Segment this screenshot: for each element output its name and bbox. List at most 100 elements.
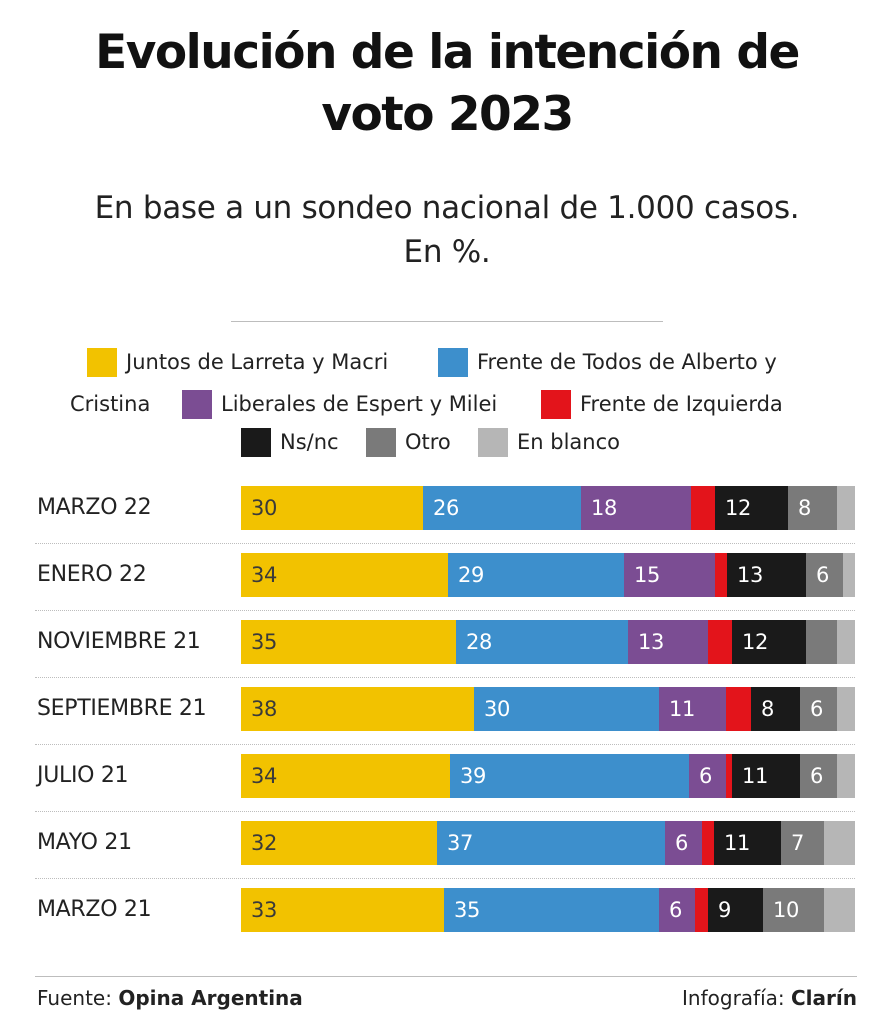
bar-segment-juntos-de-larreta-y-macri [241,754,450,798]
row-separator [35,677,855,678]
stacked-bar-chart: MARZO 22 30 26 18 12 8 ENERO 22 34 29 15 13 6 NOVIEM… [0,470,894,950]
bar-segment-en-blanco [843,553,855,597]
bar-segment-liberales-de-espert-y-milei [659,687,726,731]
infographic-credit: Infografía: Clarín [682,986,857,1010]
category-label: MAYO 21 [37,830,132,855]
bar-segment-en-blanco [837,620,855,664]
bar-segment-frente-de-todos-de-alberto-y-cristina [450,754,689,798]
bar-segment-ns-nc [708,888,763,932]
stacked-bar: 30 26 18 12 8 [241,486,855,530]
data-label: 35 [251,630,278,654]
bar-row-marzo-22: MARZO 22 30 26 18 12 8 [0,470,894,537]
data-label: 6 [816,563,830,587]
row-separator [35,610,855,611]
bar-segment-frente-de-todos-de-alberto-y-cristina [456,620,628,664]
bar-segment-juntos-de-larreta-y-macri [241,687,474,731]
bar-segment-otro [800,687,837,731]
bar-segment-juntos-de-larreta-y-macri [241,888,444,932]
legend-label-frente-de-todos-cont: Cristina [70,391,151,416]
bar-row-julio-21: JULIO 21 34 39 6 11 6 [0,738,894,805]
bar-segment-frente-de-izquierda [726,754,732,798]
data-label: 12 [742,630,769,654]
bar-segment-frente-de-todos-de-alberto-y-cristina [444,888,659,932]
bar-segment-liberales-de-espert-y-milei [665,821,702,865]
data-label: 11 [742,764,769,788]
data-label: 11 [724,831,751,855]
bar-segment-otro [781,821,824,865]
legend-label-nsnc: Ns/nc [280,429,339,454]
legend-swatch-nsnc [241,427,271,457]
source-credit: Fuente: Opina Argentina [37,986,303,1010]
bar-row-marzo-21: MARZO 21 33 35 6 9 10 [0,872,894,939]
chart-title-line-2: voto 2023 [321,87,574,142]
bar-row-enero-22: ENERO 22 34 29 15 13 6 [0,537,894,604]
data-label: 26 [433,496,460,520]
row-separator [35,811,855,812]
data-label: 38 [251,697,278,721]
data-label: 15 [634,563,661,587]
data-label: 6 [810,764,824,788]
bar-segment-en-blanco [837,687,855,731]
data-label: 39 [460,764,487,788]
bar-segment-frente-de-izquierda [715,553,727,597]
source-name: Opina Argentina [118,986,303,1010]
bar-segment-juntos-de-larreta-y-macri [241,553,448,597]
data-label: 9 [718,898,732,922]
legend-label-izquierda: Frente de Izquierda [580,391,783,416]
bar-segment-ns-nc [732,620,806,664]
bar-segment-en-blanco [824,888,855,932]
bar-segment-en-blanco [824,821,855,865]
bar-row-noviembre-21: NOVIEMBRE 21 35 28 13 12 [0,604,894,671]
data-label: 30 [251,496,278,520]
bar-segment-frente-de-izquierda [695,888,708,932]
category-label: JULIO 21 [37,763,129,788]
legend-label-frente-de-todos: Frente de Todos de Alberto y [477,349,777,374]
data-label: 8 [761,697,775,721]
legend-label-juntos: Juntos de Larreta y Macri [126,349,389,374]
data-label: 8 [798,496,812,520]
legend-item-izquierda: Frente de Izquierda [541,388,783,420]
category-label: ENERO 22 [37,562,147,587]
bar-segment-otro [763,888,824,932]
stacked-bar: 38 30 11 8 6 [241,687,855,731]
legend-swatch-liberales [182,389,212,419]
data-label: 29 [458,563,485,587]
chart-title-line-1: Evolución de la intención de [95,25,800,80]
bar-segment-otro [806,620,837,664]
data-label: 33 [251,898,278,922]
bar-segment-otro [788,486,837,530]
bar-segment-liberales-de-espert-y-milei [659,888,695,932]
data-label: 13 [638,630,665,654]
data-label: 12 [725,496,752,520]
legend-row-1: Juntos de Larreta y Macri Frente de Todo… [0,346,894,378]
bar-segment-ns-nc [714,821,781,865]
bar-segment-liberales-de-espert-y-milei [628,620,708,664]
bar-segment-frente-de-izquierda [726,687,751,731]
credit-name: Clarín [791,986,857,1010]
legend-label-otro: Otro [405,429,451,454]
legend-item-liberales: Liberales de Espert y Milei [182,388,497,420]
footer-divider [35,976,857,977]
data-label: 6 [699,764,713,788]
legend-label-liberales: Liberales de Espert y Milei [221,391,498,416]
source-prefix: Fuente: [37,986,112,1010]
legend-item-nsnc: Ns/nc [241,426,339,458]
stacked-bar: 35 28 13 12 [241,620,855,664]
data-label: 37 [447,831,474,855]
data-label: 18 [591,496,618,520]
legend-swatch-izquierda [541,389,571,419]
chart-subtitle: En base a un sondeo nacional de 1.000 ca… [0,186,894,274]
bar-segment-frente-de-todos-de-alberto-y-cristina [474,687,659,731]
bar-segment-otro [800,754,837,798]
bar-row-septiembre-21: SEPTIEMBRE 21 38 30 11 8 6 [0,671,894,738]
data-label: 11 [669,697,696,721]
bar-segment-juntos-de-larreta-y-macri [241,620,456,664]
bar-segment-juntos-de-larreta-y-macri [241,821,437,865]
data-label: 7 [791,831,805,855]
bar-segment-frente-de-izquierda [702,821,714,865]
row-separator [35,744,855,745]
bar-row-mayo-21: MAYO 21 32 37 6 11 7 [0,805,894,872]
chart-subtitle-line-2: En %. [403,234,491,270]
data-label: 32 [251,831,278,855]
bar-segment-otro [806,553,843,597]
